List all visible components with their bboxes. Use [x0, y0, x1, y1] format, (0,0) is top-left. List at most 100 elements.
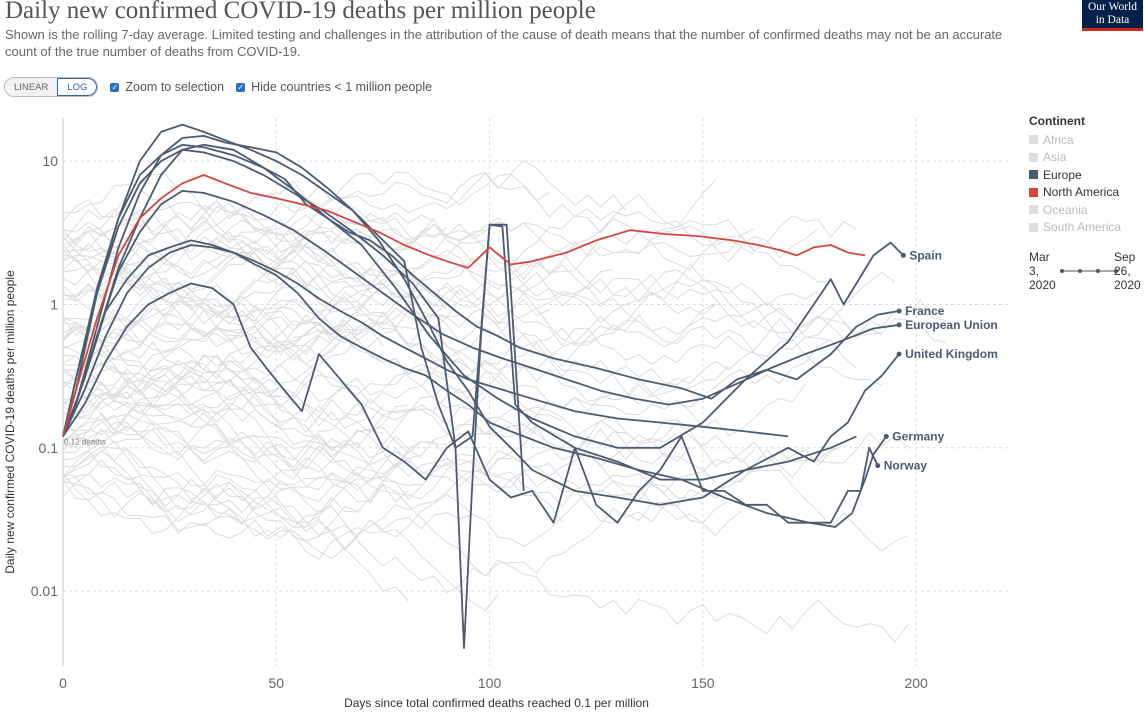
- series-label[interactable]: Spain: [909, 248, 942, 262]
- legend-item[interactable]: Africa: [1029, 131, 1121, 149]
- background-country-line: [62, 436, 499, 612]
- background-country-line: [62, 447, 409, 602]
- chart-controls: LINEAR LOG ✓ Zoom to selection ✓ Hide co…: [4, 77, 432, 97]
- background-country-line: [62, 346, 384, 423]
- y-tick-label: 1: [50, 296, 58, 312]
- background-country-line: [62, 419, 678, 550]
- series-line[interactable]: [62, 148, 857, 649]
- legend-swatch: [1029, 187, 1038, 197]
- start-annotation: 0.12 deaths: [64, 437, 106, 446]
- chart-subtitle: Shown is the rolling 7-day average. Limi…: [5, 27, 1003, 59]
- series-line[interactable]: [62, 174, 866, 437]
- background-country-line: [62, 419, 755, 537]
- series-end-marker: [900, 252, 906, 258]
- legend-swatch: [1029, 170, 1038, 180]
- timeline-end-year: 2020: [1114, 278, 1141, 292]
- series-line[interactable]: [62, 123, 525, 491]
- background-country-line: [62, 446, 909, 644]
- owid-logo[interactable]: Our World in Data: [1082, 0, 1143, 31]
- timeline-start-handle[interactable]: [1060, 269, 1064, 273]
- background-country-line: [62, 295, 461, 357]
- legend-title: Continent: [1029, 114, 1085, 128]
- legend-swatch: [1029, 135, 1038, 145]
- x-tick-label: 0: [59, 675, 67, 691]
- series-end-marker: [875, 463, 881, 469]
- series-line[interactable]: [62, 143, 900, 437]
- timeline-mid-marker: [1096, 269, 1100, 273]
- x-axis-title: Days since total confirmed deaths reache…: [344, 696, 649, 710]
- legend-item[interactable]: Europe: [1029, 166, 1121, 184]
- series-label[interactable]: Germany: [892, 429, 944, 443]
- series-end-marker: [896, 351, 902, 357]
- checkbox-checked-icon[interactable]: ✓: [110, 82, 120, 92]
- timeline-start-day: 3,: [1029, 264, 1040, 278]
- background-country-line: [62, 388, 371, 450]
- background-country-line: [62, 391, 729, 524]
- y-tick-label: 10: [42, 153, 58, 169]
- background-country-line: [62, 230, 691, 396]
- background-country-line: [62, 365, 729, 470]
- timeline-slider[interactable]: [1058, 264, 1120, 278]
- background-country-line: [62, 249, 550, 347]
- y-tick-label: 0.1: [39, 440, 59, 456]
- legend-swatch: [1029, 222, 1038, 232]
- series-line[interactable]: [62, 134, 900, 506]
- zoom-to-selection-checkbox[interactable]: ✓ Zoom to selection: [110, 80, 224, 94]
- timeline-mid-marker: [1078, 269, 1082, 273]
- chart-title: Daily new confirmed COVID-19 deaths per …: [5, 0, 596, 24]
- background-country-line: [62, 371, 422, 432]
- background-country-line: [62, 472, 332, 516]
- logo-line-2: in Data: [1095, 14, 1130, 26]
- background-country-line: [62, 295, 460, 396]
- timeline-start-year: 2020: [1029, 278, 1056, 292]
- scale-linear-button[interactable]: LINEAR: [5, 78, 58, 96]
- legend-label: Africa: [1043, 132, 1074, 147]
- series-label[interactable]: France: [905, 304, 945, 318]
- hide-small-countries-checkbox[interactable]: ✓ Hide countries < 1 million people: [236, 80, 432, 94]
- zoom-to-selection-label: Zoom to selection: [125, 80, 225, 94]
- background-country-line: [62, 208, 614, 295]
- x-tick-label: 200: [904, 675, 928, 691]
- timeline-end-day: 26,: [1114, 264, 1131, 278]
- checkbox-checked-icon[interactable]: ✓: [236, 82, 246, 92]
- timeline[interactable]: Mar 3, 2020 Sep 26, 2020: [1028, 250, 1144, 300]
- background-country-line: [62, 440, 422, 487]
- legend-label: South America: [1043, 220, 1122, 235]
- series-end-marker: [896, 322, 902, 328]
- legend-item[interactable]: Asia: [1029, 149, 1121, 167]
- timeline-end-handle[interactable]: [1114, 269, 1118, 273]
- series-label[interactable]: United Kingdom: [905, 347, 998, 361]
- background-country-line: [62, 215, 857, 298]
- background-country-line: [62, 213, 717, 362]
- series-line[interactable]: [62, 244, 789, 438]
- background-country-line: [62, 202, 883, 336]
- legend-label: North America: [1043, 185, 1120, 200]
- background-country-line: [62, 446, 691, 539]
- series-line[interactable]: [62, 239, 888, 528]
- timeline-end-date: Sep 26, 2020: [1114, 250, 1144, 292]
- logo-line-1: Our World: [1087, 1, 1137, 13]
- legend-item[interactable]: South America: [1029, 219, 1121, 237]
- background-country-line: [62, 480, 473, 560]
- timeline-start-month: Mar: [1029, 250, 1050, 264]
- background-country-line: [62, 374, 806, 478]
- y-tick-label: 0.01: [31, 583, 58, 599]
- series-end-marker: [896, 308, 902, 314]
- legend-item[interactable]: North America: [1029, 184, 1121, 202]
- legend-item[interactable]: Oceania: [1029, 201, 1121, 219]
- series-line[interactable]: [62, 282, 879, 524]
- background-country-line: [62, 296, 358, 393]
- scale-toggle: LINEAR LOG: [4, 77, 99, 97]
- hide-small-countries-label: Hide countries < 1 million people: [251, 80, 433, 94]
- series-label[interactable]: Norway: [884, 459, 928, 473]
- background-country-line: [62, 179, 717, 333]
- timeline-end-month: Sep: [1114, 250, 1136, 264]
- timeline-start-date: Mar 3, 2020: [1029, 250, 1061, 292]
- legend-label: Asia: [1043, 150, 1067, 165]
- background-country-line: [62, 209, 755, 286]
- series-label[interactable]: European Union: [905, 318, 998, 332]
- scale-log-button[interactable]: LOG: [57, 78, 98, 96]
- legend-label: Oceania: [1043, 202, 1088, 217]
- legend-swatch: [1029, 152, 1038, 162]
